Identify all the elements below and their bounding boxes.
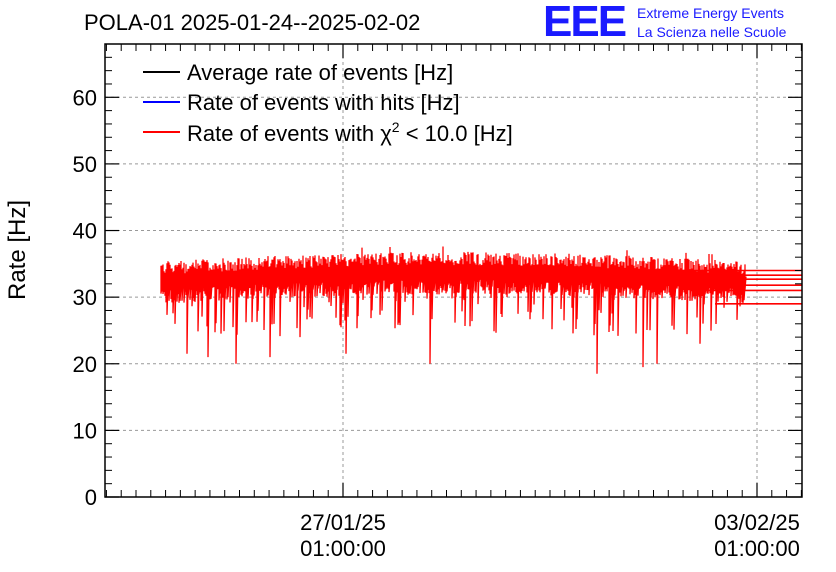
y-tick-label: 10 (73, 418, 97, 443)
logo-caption: Extreme Energy Events La Scienza nelle S… (637, 4, 786, 42)
y-tick-label: 50 (73, 152, 97, 177)
x-tick-date: 03/02/25 (714, 510, 800, 535)
data-series (160, 246, 802, 374)
y-tick-label: 40 (73, 219, 97, 244)
legend-label-hits: Rate of events with hits [Hz] (187, 90, 460, 115)
legend: Average rate of events [Hz] Rate of even… (143, 60, 513, 146)
legend-chi2-sup: 2 (392, 119, 400, 135)
grid-lines (105, 44, 802, 497)
chart-title: POLA-01 2025-01-24--2025-02-02 (84, 10, 421, 35)
y-tick-label: 30 (73, 285, 97, 310)
legend-label-chi2: Rate of events with χ2 < 10.0 [Hz] (187, 119, 513, 146)
y-tick-label: 60 (73, 85, 97, 110)
axis-ticks: 010203040506027/01/2501:00:0003/02/2501:… (73, 43, 802, 561)
x-tick-date: 27/01/25 (300, 510, 386, 535)
legend-chi2-symbol: χ (380, 121, 392, 146)
y-tick-label: 0 (85, 485, 97, 510)
logo-line-1: Extreme Energy Events (637, 5, 785, 21)
logo-line-2: La Scienza nelle Scuole (637, 24, 787, 40)
x-tick-time: 01:00:00 (300, 536, 386, 561)
legend-chi2-suffix: < 10.0 [Hz] (400, 121, 513, 146)
legend-chi2-prefix: Rate of events with (187, 121, 380, 146)
x-tick-time: 01:00:00 (714, 536, 800, 561)
y-tick-label: 20 (73, 352, 97, 377)
eee-logo: EEE (543, 0, 627, 46)
legend-label-average: Average rate of events [Hz] (187, 60, 453, 85)
series-chi2-trace (160, 246, 747, 374)
